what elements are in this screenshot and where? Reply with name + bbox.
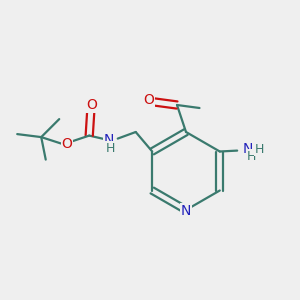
Text: O: O — [61, 137, 72, 151]
Text: H: H — [106, 142, 115, 155]
Text: N: N — [243, 142, 253, 156]
Text: H: H — [247, 149, 256, 163]
Text: O: O — [144, 94, 154, 107]
Text: N: N — [103, 133, 114, 147]
Text: H: H — [255, 142, 264, 156]
Text: O: O — [86, 98, 97, 112]
Text: N: N — [181, 204, 191, 218]
